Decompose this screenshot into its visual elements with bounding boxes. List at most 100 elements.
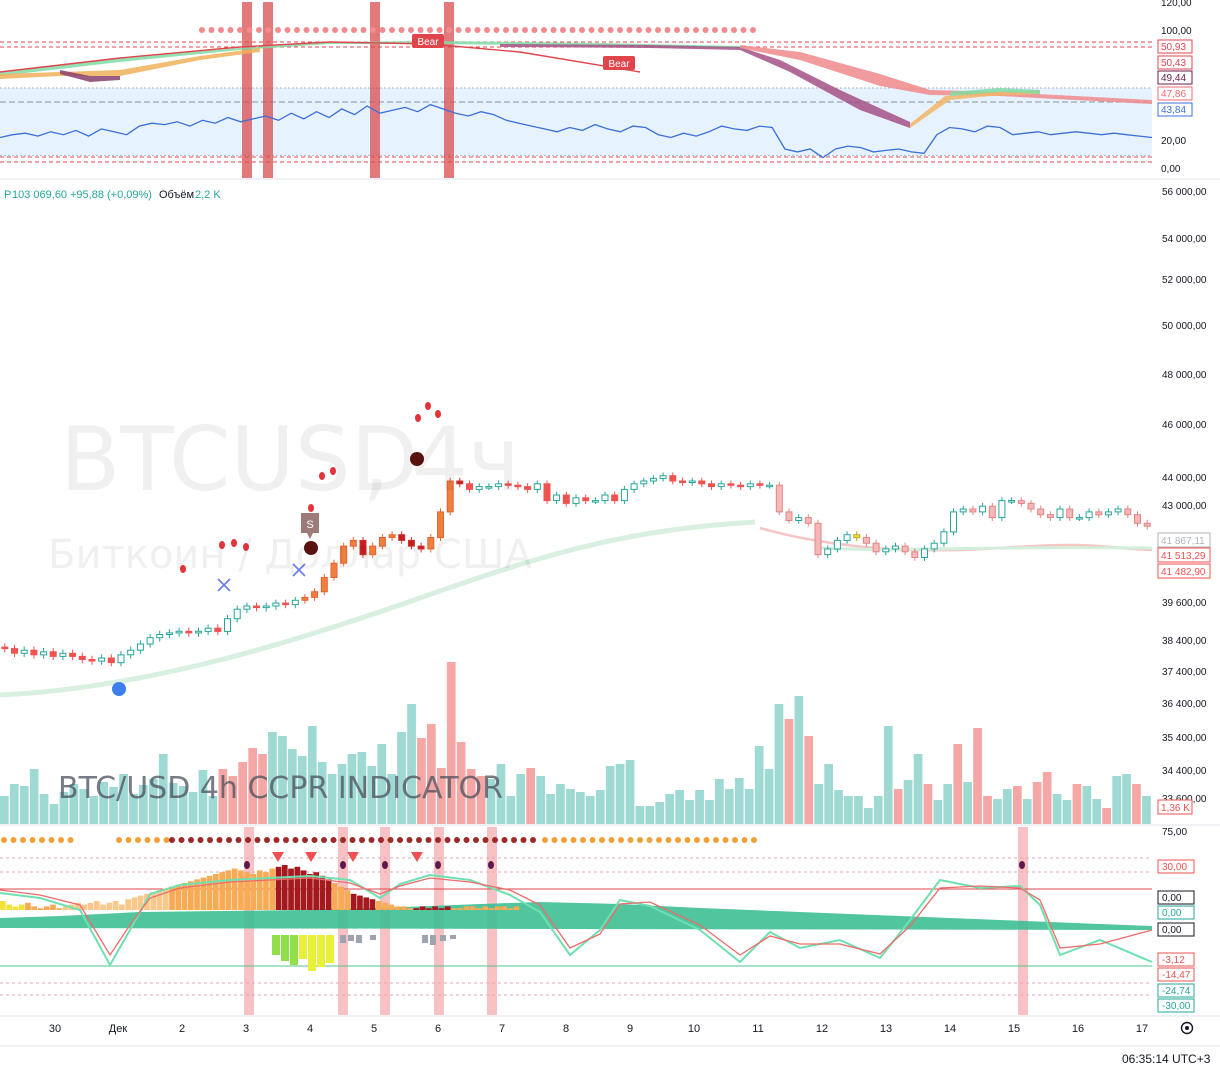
time-tick: 11 <box>752 1023 763 1035</box>
candle-body <box>901 545 909 553</box>
candle-body <box>911 551 919 558</box>
ccpr-marker <box>488 861 494 869</box>
candle-body <box>204 627 212 632</box>
ccpr-histogram-bar <box>219 872 225 910</box>
price-panel[interactable]: 56 000,00 54 000,00 52 000,00 50 000,00 48 0… <box>0 187 1220 826</box>
candle-body <box>688 480 696 483</box>
candle-body <box>766 484 774 488</box>
candle-body <box>543 483 551 502</box>
volume-bar <box>536 776 545 824</box>
oscillator-panel[interactable]: Bear Bear 120,00 100,00 20,00 0,00 50,93 50,43 4… <box>0 0 1220 180</box>
candle-body <box>456 480 464 485</box>
ccpr-histogram-bar <box>238 870 244 910</box>
volume-bar <box>953 744 963 824</box>
ccpr-marker <box>340 861 346 869</box>
ccpr-histogram-bar <box>463 906 470 910</box>
settings-icon[interactable] <box>1180 1021 1194 1035</box>
ccpr-dot <box>713 837 719 843</box>
candle-body <box>78 655 86 661</box>
ccpr-dot <box>48 837 55 843</box>
candle-body <box>988 505 996 519</box>
ccpr-neg-bar-grey <box>450 935 456 939</box>
main-price-tag: 41 513,29 <box>1161 551 1206 562</box>
candle-body <box>88 659 96 662</box>
ccpr-histogram-bar <box>332 883 338 910</box>
volume-bar <box>218 769 228 824</box>
candle-body <box>98 657 106 662</box>
ccpr-histogram-bar <box>244 872 250 910</box>
candle-body <box>475 486 483 490</box>
volume-bar <box>983 796 992 824</box>
ccpr-histogram-bar <box>87 902 94 910</box>
volume-bar <box>1032 782 1042 824</box>
dark-signal-circle-a <box>304 541 318 555</box>
candle-body <box>1017 500 1025 504</box>
ccpr-dot <box>618 837 624 843</box>
bear-label-bg-0 <box>412 34 444 48</box>
ccpr-dot <box>473 837 479 843</box>
ccpr-histogram-bar <box>438 908 445 910</box>
ccpr-marker <box>1019 861 1025 869</box>
volume-bar <box>456 742 466 824</box>
volume-bar <box>99 782 108 824</box>
rsi-band <box>0 88 1152 156</box>
marker-dot <box>484 27 490 33</box>
ccpr-histogram-bar <box>188 881 194 910</box>
marker-dot <box>740 27 747 33</box>
volume-bar <box>377 744 387 824</box>
volume-bar <box>297 756 307 824</box>
candle-body <box>921 548 928 559</box>
time-axis[interactable]: 30 Дек 2 3 4 5 6 7 8 9 10 11 12 13 14 15 16 17 <box>0 1015 1220 1047</box>
marker-dot <box>626 27 633 33</box>
candle-body <box>495 483 503 488</box>
volume-bar <box>347 754 357 824</box>
clock: 06:35:14 UTC+3 <box>1122 1052 1211 1066</box>
volume-bar <box>973 728 982 824</box>
ccpr-panel[interactable]: 75,00 30,00 0,00 0,00 0,00 -3,12 -14,47 -24,74 -… <box>0 827 1195 1015</box>
ccpr-dot <box>599 837 605 843</box>
marker-dot <box>712 27 718 33</box>
ccpr-histogram-bar <box>444 906 451 910</box>
candle-body <box>388 534 396 539</box>
ccpr-dot <box>254 837 261 843</box>
rsi-line <box>0 103 1153 159</box>
ccpr-dot <box>751 837 757 843</box>
candle-body <box>1027 502 1035 510</box>
ccpr-histogram-bar <box>294 866 301 910</box>
candle-body <box>136 643 144 651</box>
ccpr-dot <box>311 837 318 843</box>
candle-body <box>369 545 377 556</box>
ccpr-histogram-bar <box>313 872 319 910</box>
volume-bar <box>168 783 178 824</box>
ccpr-histogram-bar <box>363 897 370 910</box>
volume-bar <box>576 792 585 824</box>
candle-body <box>872 542 880 553</box>
top-price-tag: 50,43 <box>1161 58 1186 69</box>
time-tick: 8 <box>563 1023 569 1035</box>
marker-dot <box>674 27 680 33</box>
candle-body <box>349 539 357 547</box>
ccpr-dot <box>144 837 151 843</box>
ccpr-histogram-bar <box>413 908 420 910</box>
ccpr-histogram-bar <box>162 888 169 910</box>
candle-body <box>727 483 735 486</box>
candle-body <box>427 537 435 550</box>
candle-body <box>1095 511 1103 516</box>
marker-dot <box>246 27 253 33</box>
candle-body <box>1143 522 1151 527</box>
price-axis-label: 44 000,00 <box>1162 473 1207 484</box>
ccpr-histogram-bar <box>432 906 438 910</box>
candle-body <box>669 475 677 482</box>
marker-dot <box>693 27 699 33</box>
volume-bar <box>963 782 972 824</box>
volume-bar <box>864 808 873 824</box>
ccpr-dot <box>321 837 327 843</box>
symbol-prefix: P <box>4 189 11 201</box>
marker-dot <box>541 27 547 33</box>
candle-body <box>998 500 1006 519</box>
ccpr-axis-label: 30,00 <box>1162 862 1187 873</box>
ccpr-dot <box>492 837 498 843</box>
volume-bar <box>59 792 69 824</box>
